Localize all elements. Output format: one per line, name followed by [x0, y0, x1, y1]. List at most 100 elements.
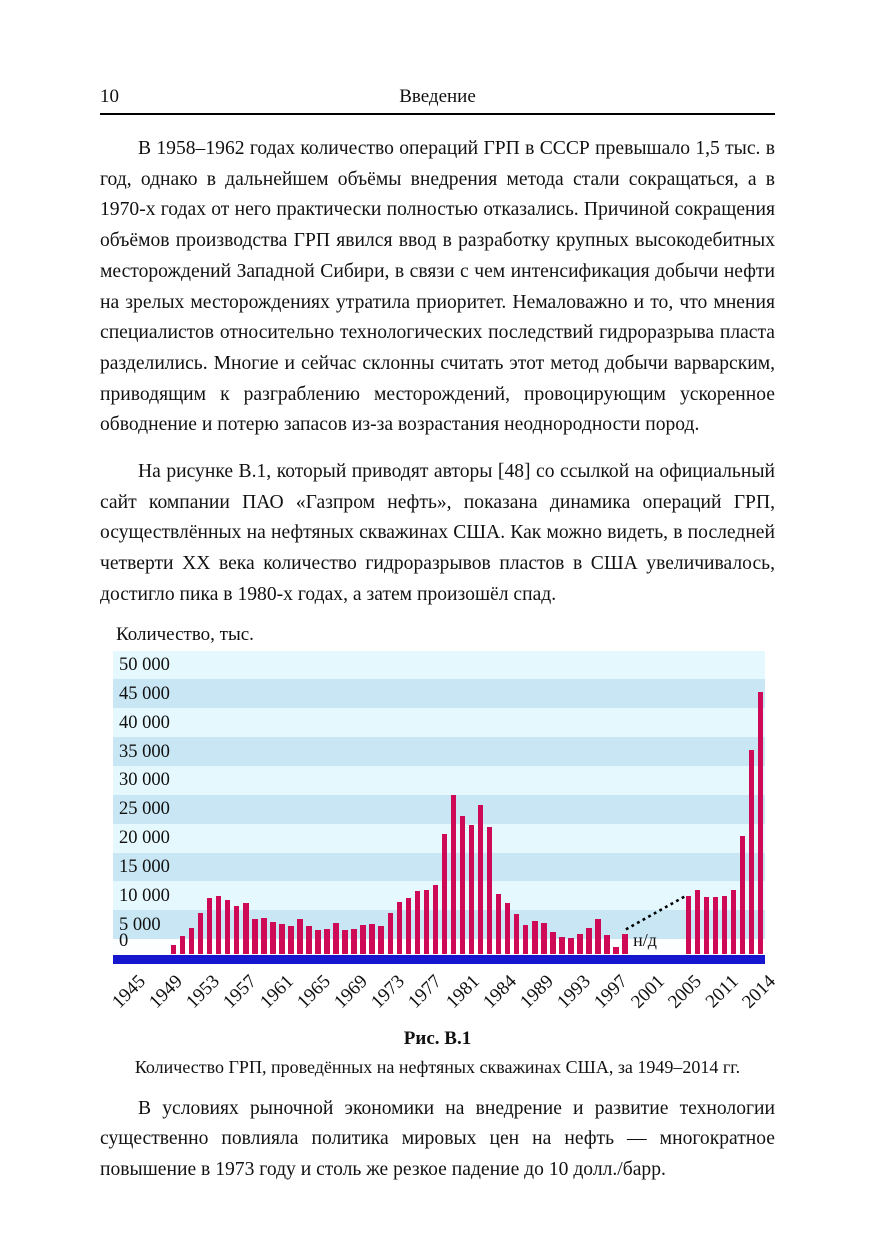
running-title: Введение [399, 86, 476, 107]
bar-1959 [261, 918, 267, 954]
bar-slot-1959 [259, 651, 268, 954]
bar-1950 [179, 935, 186, 954]
x-axis-label-2001: 2001 [626, 970, 669, 1013]
y-tick-label: 40 000 [119, 712, 170, 733]
bar-slot-1998 [612, 651, 621, 954]
bar-2006 [685, 895, 692, 954]
x-axis-label-1989: 1989 [515, 970, 558, 1013]
bar-1974 [396, 902, 403, 954]
grid-band [113, 881, 765, 911]
bar-1987 [513, 913, 520, 954]
bar-slot-1971 [368, 651, 377, 954]
bar-1975 [405, 897, 412, 954]
bar-1990 [541, 922, 547, 954]
bar-1978 [432, 884, 439, 954]
paragraph-2: На рисунке В.1, который приводят авторы … [100, 461, 775, 605]
bar-2011 [730, 890, 737, 954]
bar-slot-1966 [323, 651, 332, 954]
bar-1986 [504, 903, 511, 954]
x-axis-baseline [113, 954, 765, 964]
x-axis-label-1957: 1957 [219, 970, 262, 1013]
paragraph-3: В условиях рыночной экономики на внедрен… [100, 1097, 775, 1180]
bar-1988 [522, 925, 529, 954]
bar-slot-1989 [530, 651, 539, 954]
bar-1980 [450, 795, 457, 954]
bar-1972 [378, 925, 384, 954]
bar-1983 [477, 804, 484, 954]
bar-1996 [595, 918, 601, 954]
running-header: 10 Введение [100, 86, 775, 115]
bar-1968 [342, 929, 348, 954]
bar-slot-1952 [196, 651, 205, 954]
bar-slot-2011 [729, 651, 738, 954]
grid-band [113, 939, 765, 954]
bar-1964 [306, 925, 312, 954]
bar-1961 [279, 924, 285, 954]
bar-slot-1993 [566, 651, 575, 954]
bar-slot-1994 [575, 651, 584, 954]
bar-1994 [577, 933, 583, 954]
grid-band [113, 794, 765, 824]
bar-1957 [243, 902, 249, 954]
x-axis-labels: 1945 1949 1953 1957 1961 1965 1969 1973 1977 1981… [108, 964, 780, 1016]
bar-slot-2008 [702, 651, 711, 954]
bar-1981 [459, 815, 466, 954]
bar-slot-1965 [314, 651, 323, 954]
bar-1997 [604, 935, 610, 954]
y-tick-label: 35 000 [119, 741, 170, 762]
x-axis-label-1965: 1965 [293, 970, 336, 1013]
x-axis-label-1961: 1961 [256, 970, 299, 1013]
bar-slot-1953 [205, 651, 214, 954]
bar-1953 [206, 898, 213, 954]
y-tick-label: 45 000 [119, 683, 170, 704]
bar-2012 [739, 835, 746, 954]
bar-slot-1984 [485, 651, 494, 954]
x-axis-label-2011: 2011 [701, 970, 743, 1012]
document-page: 10 Введение В 1958–1962 годах количество… [100, 86, 780, 1180]
bar-1977 [423, 890, 430, 954]
bar-slot-2014 [756, 651, 765, 954]
bar-slot-1961 [277, 651, 286, 954]
x-axis-label-1984: 1984 [478, 970, 521, 1013]
bar-1963 [297, 918, 303, 954]
bar-slot-1977 [422, 651, 431, 954]
no-data-trend-dotted-line [625, 893, 688, 931]
grid-band [113, 708, 765, 738]
bar-1998 [613, 946, 619, 954]
bar-slot-1978 [431, 651, 440, 954]
bar-slot-1951 [187, 651, 196, 954]
bar-1970 [360, 924, 366, 954]
bar-slot-1956 [232, 651, 241, 954]
bar-slot-1976 [413, 651, 422, 954]
bar-slot-2006 [684, 651, 693, 954]
bar-1995 [586, 928, 592, 954]
bar-slot-1950 [178, 651, 187, 954]
bar-slot-2009 [711, 651, 720, 954]
no-data-label: н/д [633, 929, 657, 950]
bar-slot-1996 [593, 651, 602, 954]
bar-slot-1990 [539, 651, 548, 954]
figure-label: Рис. В.1 [403, 1027, 472, 1049]
grid-band [113, 679, 765, 709]
bar-1966 [324, 928, 330, 954]
bar-2008 [703, 897, 710, 954]
figure-caption: Количество ГРП, проведённых на нефтяных … [134, 1056, 741, 1077]
bar-slot-1970 [359, 651, 368, 954]
bar-1954 [215, 896, 222, 954]
y-tick-label: 0 [119, 930, 129, 951]
bar-1969 [351, 928, 357, 954]
x-axis-label-1949: 1949 [145, 970, 187, 1013]
bar-slot-1960 [268, 651, 277, 954]
grid-band [113, 852, 765, 882]
bar-slot-2012 [738, 651, 747, 954]
bar-1955 [224, 899, 231, 954]
bar-slot-1967 [332, 651, 341, 954]
bars-container [169, 651, 765, 954]
bar-slot-1974 [395, 651, 404, 954]
bar-1999 [622, 933, 628, 954]
bar-1960 [270, 921, 276, 954]
bar-slot-2007 [693, 651, 702, 954]
bar-1979 [441, 833, 448, 954]
bar-1989 [532, 920, 538, 954]
